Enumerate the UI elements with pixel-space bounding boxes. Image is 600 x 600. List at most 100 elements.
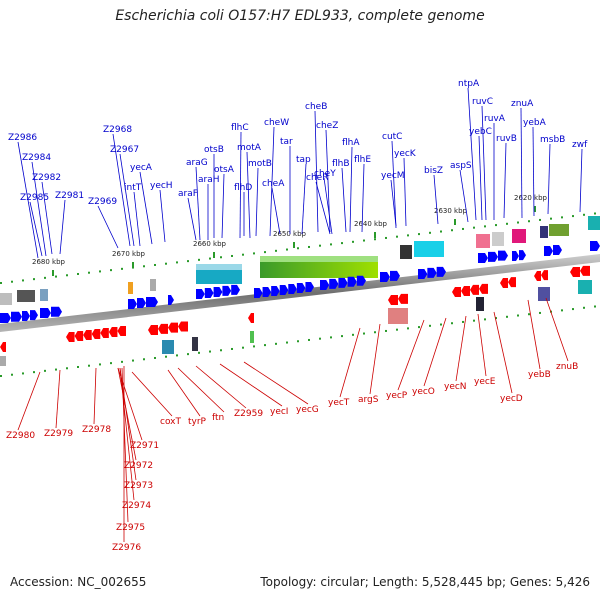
- tick-dot: [407, 327, 409, 330]
- reverse-gene-arrow: [388, 295, 398, 305]
- leader-line: [177, 367, 225, 413]
- kbp-label: 2620 kbp: [514, 194, 548, 202]
- gene-label: araF: [178, 189, 198, 199]
- tick-dot: [286, 341, 288, 344]
- leader-line: [481, 105, 487, 221]
- gene-label: cheA: [262, 179, 285, 189]
- gene-label: ruvA: [484, 114, 506, 124]
- forward-gene-arrow: [137, 297, 146, 308]
- leader-line: [131, 371, 173, 417]
- leader-line: [29, 201, 43, 257]
- leader-line: [403, 157, 407, 227]
- accession-text: Accession: NC_002655: [10, 575, 147, 589]
- forward-gene-arrow: [40, 308, 51, 318]
- tick-dot: [231, 254, 233, 257]
- tick-dot: [154, 263, 156, 266]
- gene-label: araH: [198, 175, 220, 185]
- leader-line: [112, 133, 131, 247]
- tick-dot: [77, 272, 79, 275]
- leader-line: [339, 327, 361, 398]
- leader-line: [503, 142, 507, 219]
- forward-gene-arrow: [168, 295, 174, 305]
- gene-label: Z2975: [116, 523, 145, 533]
- tick-dot: [308, 245, 310, 248]
- gene-label: aspS: [450, 161, 472, 171]
- tick-dot: [55, 368, 57, 371]
- tick-dot: [506, 222, 508, 225]
- kbp-tick: [293, 242, 295, 248]
- tick-dot: [11, 373, 13, 376]
- feature-blocks: [0, 216, 600, 366]
- gene-label: ftn: [212, 413, 224, 423]
- gene-label: Z2973: [124, 481, 153, 491]
- tick-dot: [451, 229, 453, 232]
- leader-line: [369, 323, 381, 395]
- tick-dot: [594, 305, 596, 308]
- forward-gene-arrow: [478, 253, 488, 263]
- gene-label: yecA: [130, 163, 153, 173]
- tick-dot: [385, 329, 387, 332]
- tick-dot: [495, 317, 497, 320]
- leader-line: [119, 153, 135, 247]
- tick-dot: [66, 367, 68, 370]
- gene-label: Z2986: [8, 133, 37, 143]
- forward-gene-arrow: [30, 310, 38, 321]
- gene-label: znuB: [556, 362, 578, 372]
- gene-label: yecO: [412, 387, 435, 397]
- leader-line: [117, 367, 137, 461]
- forward-gene-arrow: [22, 311, 30, 321]
- forward-gene-arrow: [512, 251, 519, 261]
- reverse-gene-arrow: [168, 322, 178, 333]
- forward-gene-arrow: [288, 283, 297, 294]
- tick-dot: [319, 337, 321, 340]
- leader-line: [323, 177, 333, 235]
- gene-label: cheW: [264, 118, 289, 128]
- tick-dot: [484, 318, 486, 321]
- forward-gene-arrow: [338, 277, 348, 288]
- leader-line: [349, 146, 353, 233]
- forward-gene-arrow: [204, 287, 214, 298]
- forward-gene-arrow: [356, 275, 366, 286]
- kbp-tick: [52, 270, 54, 276]
- tick-dot: [429, 324, 431, 327]
- tick-dot: [121, 267, 123, 270]
- tick-dot: [77, 365, 79, 368]
- leader-line: [520, 107, 523, 219]
- tick-dot: [517, 314, 519, 317]
- gene-label: flhD: [234, 183, 252, 193]
- gene-label: Z2984: [22, 153, 51, 163]
- tick-dot: [253, 252, 255, 255]
- reverse-gene-arrow: [500, 278, 508, 288]
- forward-gene-arrow: [418, 269, 428, 279]
- tick-dot: [22, 279, 24, 282]
- gene-label: Z2967: [110, 145, 139, 155]
- reverse-gene-arrow: [108, 326, 118, 337]
- chromosome-backbone: [0, 254, 600, 332]
- forward-gene-arrow: [320, 280, 330, 290]
- genome-info-text: Topology: circular; Length: 5,528,445 bp…: [260, 575, 590, 589]
- leader-line: [119, 367, 135, 501]
- tick-dot: [231, 347, 233, 350]
- forward-gene-arrow: [380, 272, 390, 282]
- kbp-label: 2660 kbp: [193, 240, 227, 248]
- forward-gene-labels: Z2986 Z2984 Z2982 Z2985 Z2981 Z2968 Z2967 Z2969…: [8, 79, 588, 207]
- reverse-gene-arrow: [570, 267, 580, 277]
- gene-label: tyrP: [188, 417, 207, 427]
- gene-label: flhC: [231, 123, 249, 133]
- forward-gene-arrow: [262, 286, 272, 297]
- tick-dot: [286, 248, 288, 251]
- leader-line: [459, 169, 469, 223]
- leader-line: [341, 167, 347, 233]
- tick-dot: [88, 271, 90, 274]
- leader-line: [545, 297, 569, 362]
- reverse-gene-arrow: [83, 329, 92, 340]
- gene-label: ruvC: [472, 97, 493, 107]
- gene-label: bisZ: [424, 166, 443, 176]
- gene-label: cheR: [306, 173, 328, 183]
- tick-dot: [11, 280, 13, 283]
- tick-dot: [198, 351, 200, 354]
- gene-label: Z2971: [130, 441, 159, 451]
- genome-title: Escherichia coli O157:H7 EDL933, complet…: [115, 8, 485, 24]
- tick-dot: [396, 235, 398, 238]
- tick-dot: [429, 231, 431, 234]
